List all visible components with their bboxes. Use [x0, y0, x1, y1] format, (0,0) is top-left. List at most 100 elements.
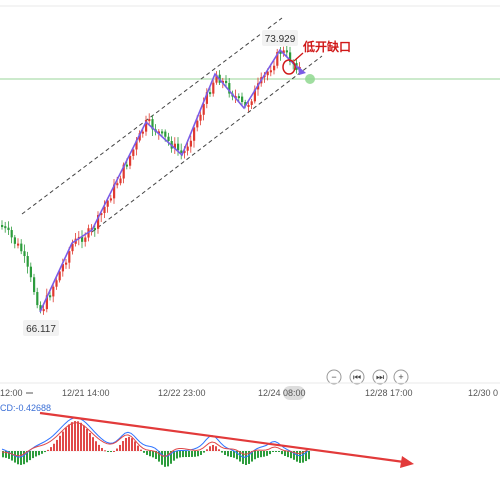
- macd-trend-arrowhead: [400, 456, 414, 468]
- jump-end-button[interactable]: ⏭: [372, 369, 388, 385]
- candle-body: [167, 136, 170, 142]
- jump-start-button[interactable]: ⏮: [349, 369, 365, 385]
- candle-body: [65, 262, 68, 265]
- macd-bar: [167, 451, 169, 467]
- candle-body: [215, 74, 218, 83]
- candle-body: [93, 228, 96, 231]
- macd-bar: [56, 439, 58, 451]
- zoom-in-button[interactable]: +: [393, 369, 409, 385]
- candle-body: [13, 237, 16, 244]
- macd-bar: [257, 451, 259, 458]
- candle-body: [36, 292, 39, 306]
- time-tick-4: 12/28 17:00: [365, 388, 413, 398]
- macd-bar: [179, 451, 181, 458]
- macd-bar: [110, 451, 112, 453]
- low-price-label: 66.117: [26, 324, 56, 335]
- macd-bar: [299, 451, 301, 463]
- zigzag-arrowhead: [298, 66, 306, 75]
- macd-bar: [26, 451, 28, 463]
- candle-body: [177, 143, 180, 151]
- macd-bar: [80, 422, 82, 451]
- candle-body: [276, 51, 279, 66]
- macd-bar: [149, 451, 151, 457]
- macd-bar: [170, 451, 172, 464]
- macd-bar: [215, 446, 217, 451]
- macd-bar: [188, 451, 190, 457]
- macd-bar: [119, 444, 121, 451]
- macd-bar: [185, 451, 187, 458]
- time-tick-3: 12/24 08:00: [258, 388, 306, 398]
- candle-body: [132, 149, 135, 156]
- candle-body: [26, 256, 29, 267]
- macd-bar: [197, 451, 199, 457]
- macd-bar: [95, 441, 97, 451]
- macd-bar: [281, 451, 283, 455]
- candle-body: [157, 131, 160, 134]
- candle-body: [205, 92, 208, 104]
- macd-bar: [203, 451, 205, 453]
- candle-body: [253, 89, 256, 102]
- macd-bar: [29, 451, 31, 461]
- candle-body: [39, 305, 42, 311]
- macd-bar: [20, 451, 22, 465]
- gap-annotation-pointer: [293, 52, 304, 62]
- macd-bar: [248, 451, 250, 464]
- macd-bar: [137, 445, 139, 451]
- macd-bar: [47, 449, 49, 451]
- macd-bar: [38, 451, 40, 456]
- macd-bar: [269, 451, 271, 455]
- macd-bar: [146, 451, 148, 455]
- candle-body: [141, 131, 144, 134]
- candle-body: [129, 155, 132, 166]
- zoom-out-button[interactable]: −: [326, 369, 342, 385]
- macd-bar: [122, 441, 124, 451]
- macd-bar: [17, 451, 19, 465]
- zoom-in-button-circle[interactable]: [393, 369, 409, 385]
- macd-bar: [134, 441, 136, 451]
- zigzag-wave-line: [39, 48, 303, 313]
- jump-start-button-circle[interactable]: [349, 369, 365, 385]
- macd-bar: [254, 451, 256, 460]
- macd-bar: [83, 425, 85, 451]
- macd-bar: [266, 451, 268, 456]
- candle-body: [52, 286, 55, 297]
- macd-bar: [239, 451, 241, 462]
- chart-controls: − ⏮ ⏭ +: [326, 369, 409, 385]
- macd-bar: [107, 451, 109, 452]
- macd-bar: [65, 427, 67, 451]
- macd-bar: [272, 451, 274, 453]
- macd-bar: [227, 451, 229, 457]
- macd-bar: [152, 451, 154, 458]
- candle-body: [180, 150, 183, 153]
- candle-body: [103, 206, 106, 214]
- candle-body: [4, 226, 7, 229]
- candle-body: [225, 80, 228, 84]
- candle-body: [17, 243, 20, 246]
- macd-label: CD:-0.42688: [0, 403, 51, 413]
- candle-body: [29, 266, 32, 278]
- macd-bar: [191, 451, 193, 457]
- jump-end-button-circle[interactable]: [372, 369, 388, 385]
- candle-body: [212, 82, 215, 94]
- candle-body: [61, 264, 64, 272]
- macd-bar: [251, 451, 253, 462]
- candle-body: [7, 227, 10, 231]
- macd-bar: [209, 446, 211, 451]
- candle-body: [49, 295, 52, 298]
- macd-trend-arrow: [39, 411, 405, 464]
- reference-line-marker[interactable]: [305, 74, 315, 84]
- candle-body: [138, 133, 141, 141]
- zoom-out-button-circle[interactable]: [326, 369, 342, 385]
- macd-bar: [131, 438, 133, 451]
- zoom-out-icon: −: [331, 372, 336, 382]
- macd-bar: [104, 450, 106, 452]
- macd-bar: [32, 451, 34, 459]
- macd-bar: [8, 451, 10, 459]
- macd-bar: [92, 437, 94, 451]
- macd-bar: [173, 451, 175, 461]
- candle-body: [45, 295, 48, 310]
- candle-body: [199, 114, 202, 121]
- macd-bar: [290, 451, 292, 459]
- macd-bar: [62, 431, 64, 451]
